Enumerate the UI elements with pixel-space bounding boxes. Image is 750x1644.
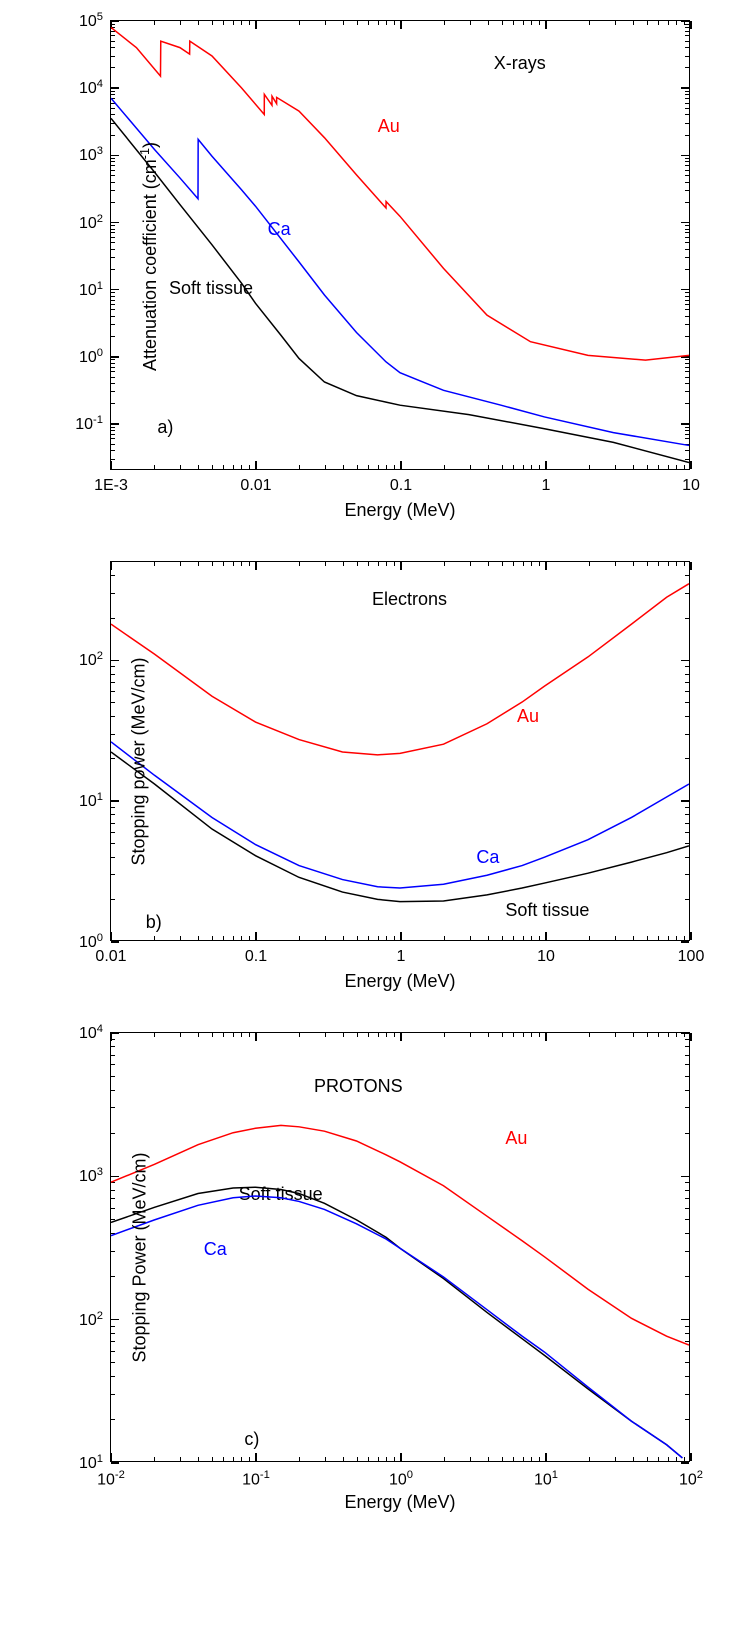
- series-au: [111, 1125, 689, 1345]
- ytick-label: 102: [79, 1309, 103, 1329]
- curves-svg: [111, 21, 689, 469]
- panel-title: X-rays: [494, 53, 546, 74]
- figure-container: 10-11001011021031041051E-30.010.1110AuCa…: [0, 0, 750, 1573]
- xtick-label: 0.01: [95, 948, 126, 966]
- xlabel: Energy (MeV): [110, 1492, 690, 1513]
- xtick-label: 1: [397, 948, 406, 966]
- xtick-label: 0.01: [240, 477, 271, 495]
- curves-svg: [111, 1033, 689, 1461]
- ytick-label: 101: [79, 791, 103, 811]
- panel-label: b): [146, 912, 162, 933]
- ytick-label: 103: [79, 1166, 103, 1186]
- xtick-label: 10: [682, 477, 700, 495]
- xtick-label: 100: [389, 1469, 413, 1489]
- series-soft-tissue: [111, 752, 689, 902]
- ytick-label: 100: [79, 347, 103, 367]
- panel-title: PROTONS: [314, 1076, 403, 1097]
- xlabel: Energy (MeV): [110, 500, 690, 521]
- xtick-label: 0.1: [245, 948, 267, 966]
- ytick-label: 103: [79, 145, 103, 165]
- xtick-label: 101: [534, 1469, 558, 1489]
- xtick-label: 102: [679, 1469, 703, 1489]
- panel-a: 10-11001011021031041051E-30.010.1110AuCa…: [10, 20, 730, 521]
- panel-label: c): [244, 1429, 259, 1450]
- series-ca: [111, 1196, 682, 1458]
- xtick-label: 10-2: [97, 1469, 125, 1489]
- panel-title: Electrons: [372, 589, 447, 610]
- plot-area: 10-11001011021031041051E-30.010.1110AuCa…: [110, 20, 690, 470]
- xtick-label: 1: [542, 477, 551, 495]
- curves-svg: [111, 562, 689, 940]
- ylabel: Stopping power (MeV/cm): [129, 657, 150, 865]
- xlabel: Energy (MeV): [110, 971, 690, 992]
- ytick-label: 104: [79, 1023, 103, 1043]
- ylabel: Stopping Power (MeV/cm): [130, 1152, 151, 1362]
- ytick-label: 105: [79, 11, 103, 31]
- xtick-label: 10-1: [242, 1469, 270, 1489]
- ytick-label: 101: [79, 280, 103, 300]
- ytick-label: 10-1: [75, 414, 103, 434]
- xtick-label: 1E-3: [94, 477, 128, 495]
- xtick-label: 0.1: [390, 477, 412, 495]
- panel-b: 1001011020.010.1110100AuCaSoft tissueEle…: [10, 561, 730, 992]
- plot-area: 10110210310410-210-1100101102AuSoft tiss…: [110, 1032, 690, 1462]
- ytick-label: 104: [79, 78, 103, 98]
- ylabel: Attenuation coefficient (cm-1): [138, 142, 161, 371]
- ytick-label: 102: [79, 650, 103, 670]
- series-ca: [111, 98, 689, 445]
- panel-c: 10110210310410-210-1100101102AuSoft tiss…: [10, 1032, 730, 1513]
- panel-label: a): [157, 417, 173, 438]
- xtick-label: 100: [678, 948, 705, 966]
- ytick-label: 102: [79, 212, 103, 232]
- series-ca: [111, 742, 689, 888]
- series-soft-tissue: [111, 1187, 682, 1458]
- plot-area: 1001011020.010.1110100AuCaSoft tissueEle…: [110, 561, 690, 941]
- xtick-label: 10: [537, 948, 555, 966]
